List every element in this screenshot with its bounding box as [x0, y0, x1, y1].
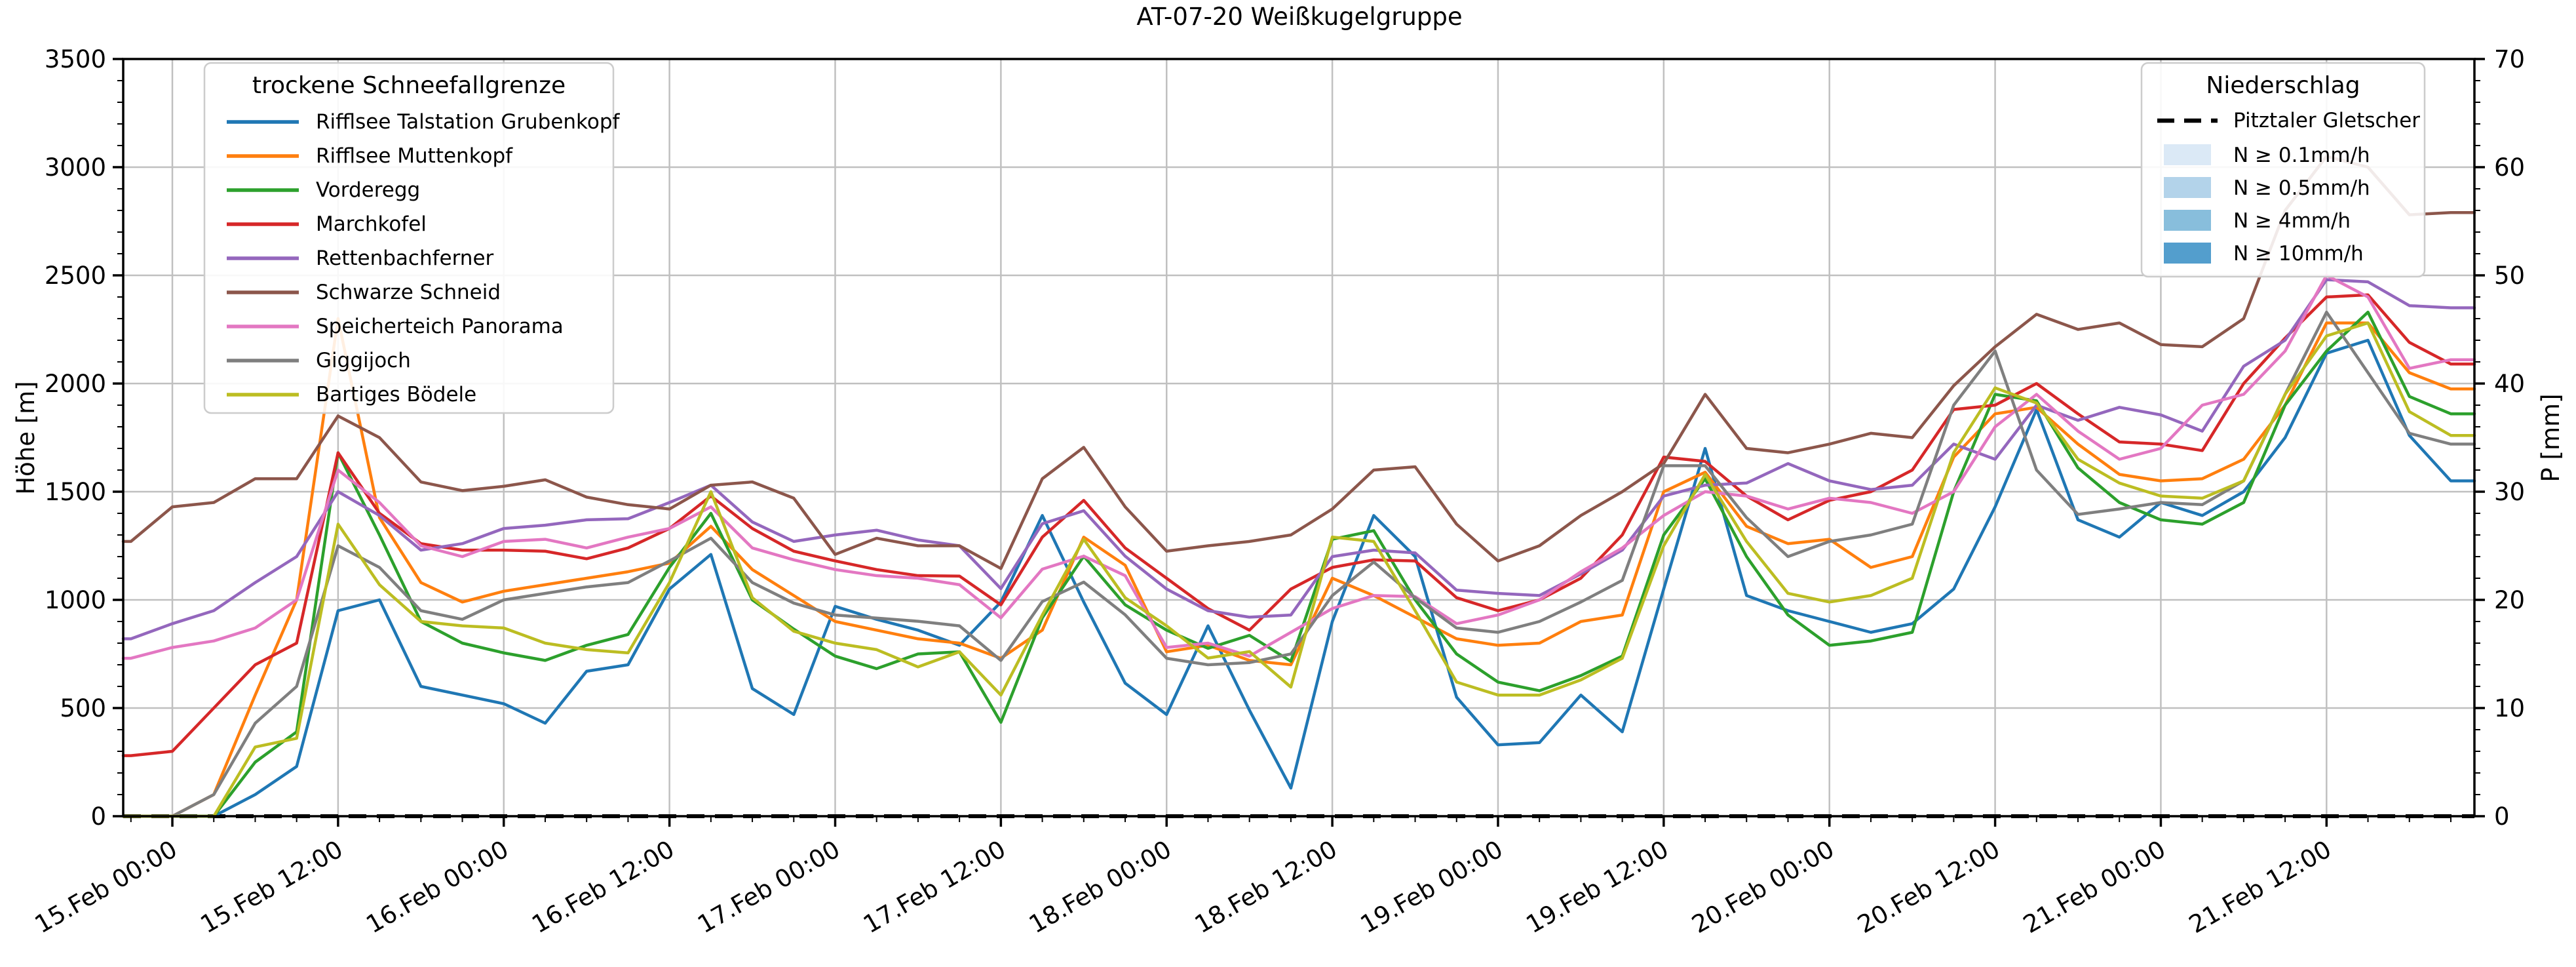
series-line-speicherteich-panorama — [121, 273, 2476, 660]
legend-patch-swatch — [2164, 210, 2211, 231]
y-right-tick-label: 60 — [2494, 153, 2525, 182]
series-line-rifflsee-talstation-grubenkopf — [121, 338, 2476, 818]
y-right-tick-label: 50 — [2494, 262, 2525, 290]
legend-snowline-box — [203, 62, 615, 414]
legend-precipitation: Niederschlag Pitztaler Gletscher N ≥ 0.1mm… — [2140, 62, 2426, 278]
legend-precipitation-box — [2140, 62, 2426, 278]
y-axis-right-label: P [mm] — [2537, 393, 2565, 482]
legend-snowline-item-label: Speicherteich Panorama — [316, 315, 564, 338]
y-left-tick-label: 3500 — [45, 45, 106, 73]
series-line-rettenbachferner — [121, 278, 2476, 641]
legend-snowline: trockene Schneefallgrenze Rifflsee Talsta… — [203, 62, 621, 414]
legend-snowline-item-label: Schwarze Schneid — [316, 281, 501, 304]
series-line-rifflsee-muttenkopf — [121, 317, 2476, 818]
axes — [113, 58, 2485, 827]
legend-precipitation-item-label: N ≥ 4mm/h — [2233, 209, 2351, 233]
series-line-schwarze-schneid — [121, 155, 2476, 570]
legend-precipitation-item-label: Pitztaler Gletscher — [2233, 109, 2420, 132]
legend-patch-swatch — [2164, 243, 2211, 264]
y-left-tick-label: 3000 — [45, 153, 106, 182]
y-right-tick-label: 10 — [2494, 694, 2525, 722]
legend-snowline-item-label: Giggijoch — [316, 349, 411, 372]
legend-snowline-item-label: Vorderegg — [316, 178, 420, 202]
y-left-tick-label: 1000 — [45, 586, 106, 614]
legend-precipitation-title: Niederschlag — [2206, 72, 2360, 99]
y-right-tick-label: 0 — [2494, 802, 2510, 831]
y-left-tick-label: 0 — [90, 802, 106, 831]
legend-snowline-item-label: Rifflsee Talstation Grubenkopf — [316, 110, 621, 134]
legend-precipitation-item-label: N ≥ 10mm/h — [2233, 242, 2364, 266]
legend-patch-swatch — [2164, 177, 2211, 198]
y-left-tick-label: 2500 — [45, 262, 106, 290]
legend-snowline-item-label: Bartiges Bödele — [316, 383, 476, 406]
legend-snowline-item-label: Rettenbachferner — [316, 247, 494, 270]
y-right-tick-label: 30 — [2494, 478, 2525, 506]
y-axis-left-label: Höhe [m] — [12, 381, 40, 494]
data-series — [121, 155, 2476, 818]
legend-precipitation-item-label: N ≥ 0.1mm/h — [2233, 144, 2370, 167]
y-left-tick-label: 1500 — [45, 478, 106, 506]
series-line-giggijoch — [121, 310, 2476, 818]
series-line-vorderegg — [121, 310, 2476, 818]
legend-snowline-item-label: Marchkofel — [316, 212, 427, 236]
y-left-tick-label: 500 — [60, 694, 106, 722]
y-right-tick-label: 70 — [2494, 45, 2525, 73]
legend-snowline-item-label: Rifflsee Muttenkopf — [316, 144, 513, 168]
legend-precipitation-item-label: N ≥ 0.5mm/h — [2233, 176, 2370, 200]
series-line-marchkofel — [121, 293, 2476, 757]
y-right-tick-label: 40 — [2494, 370, 2525, 398]
chart-title: AT-07-20 Weißkugelgruppe — [1136, 3, 1462, 31]
y-left-tick-label: 2000 — [45, 370, 106, 398]
legend-patch-swatch — [2164, 144, 2211, 165]
plot-border — [122, 58, 2476, 818]
y-right-tick-label: 20 — [2494, 586, 2525, 614]
legend-snowline-title: trockene Schneefallgrenze — [252, 72, 566, 99]
series-line-bartiges-b-dele — [121, 321, 2476, 818]
